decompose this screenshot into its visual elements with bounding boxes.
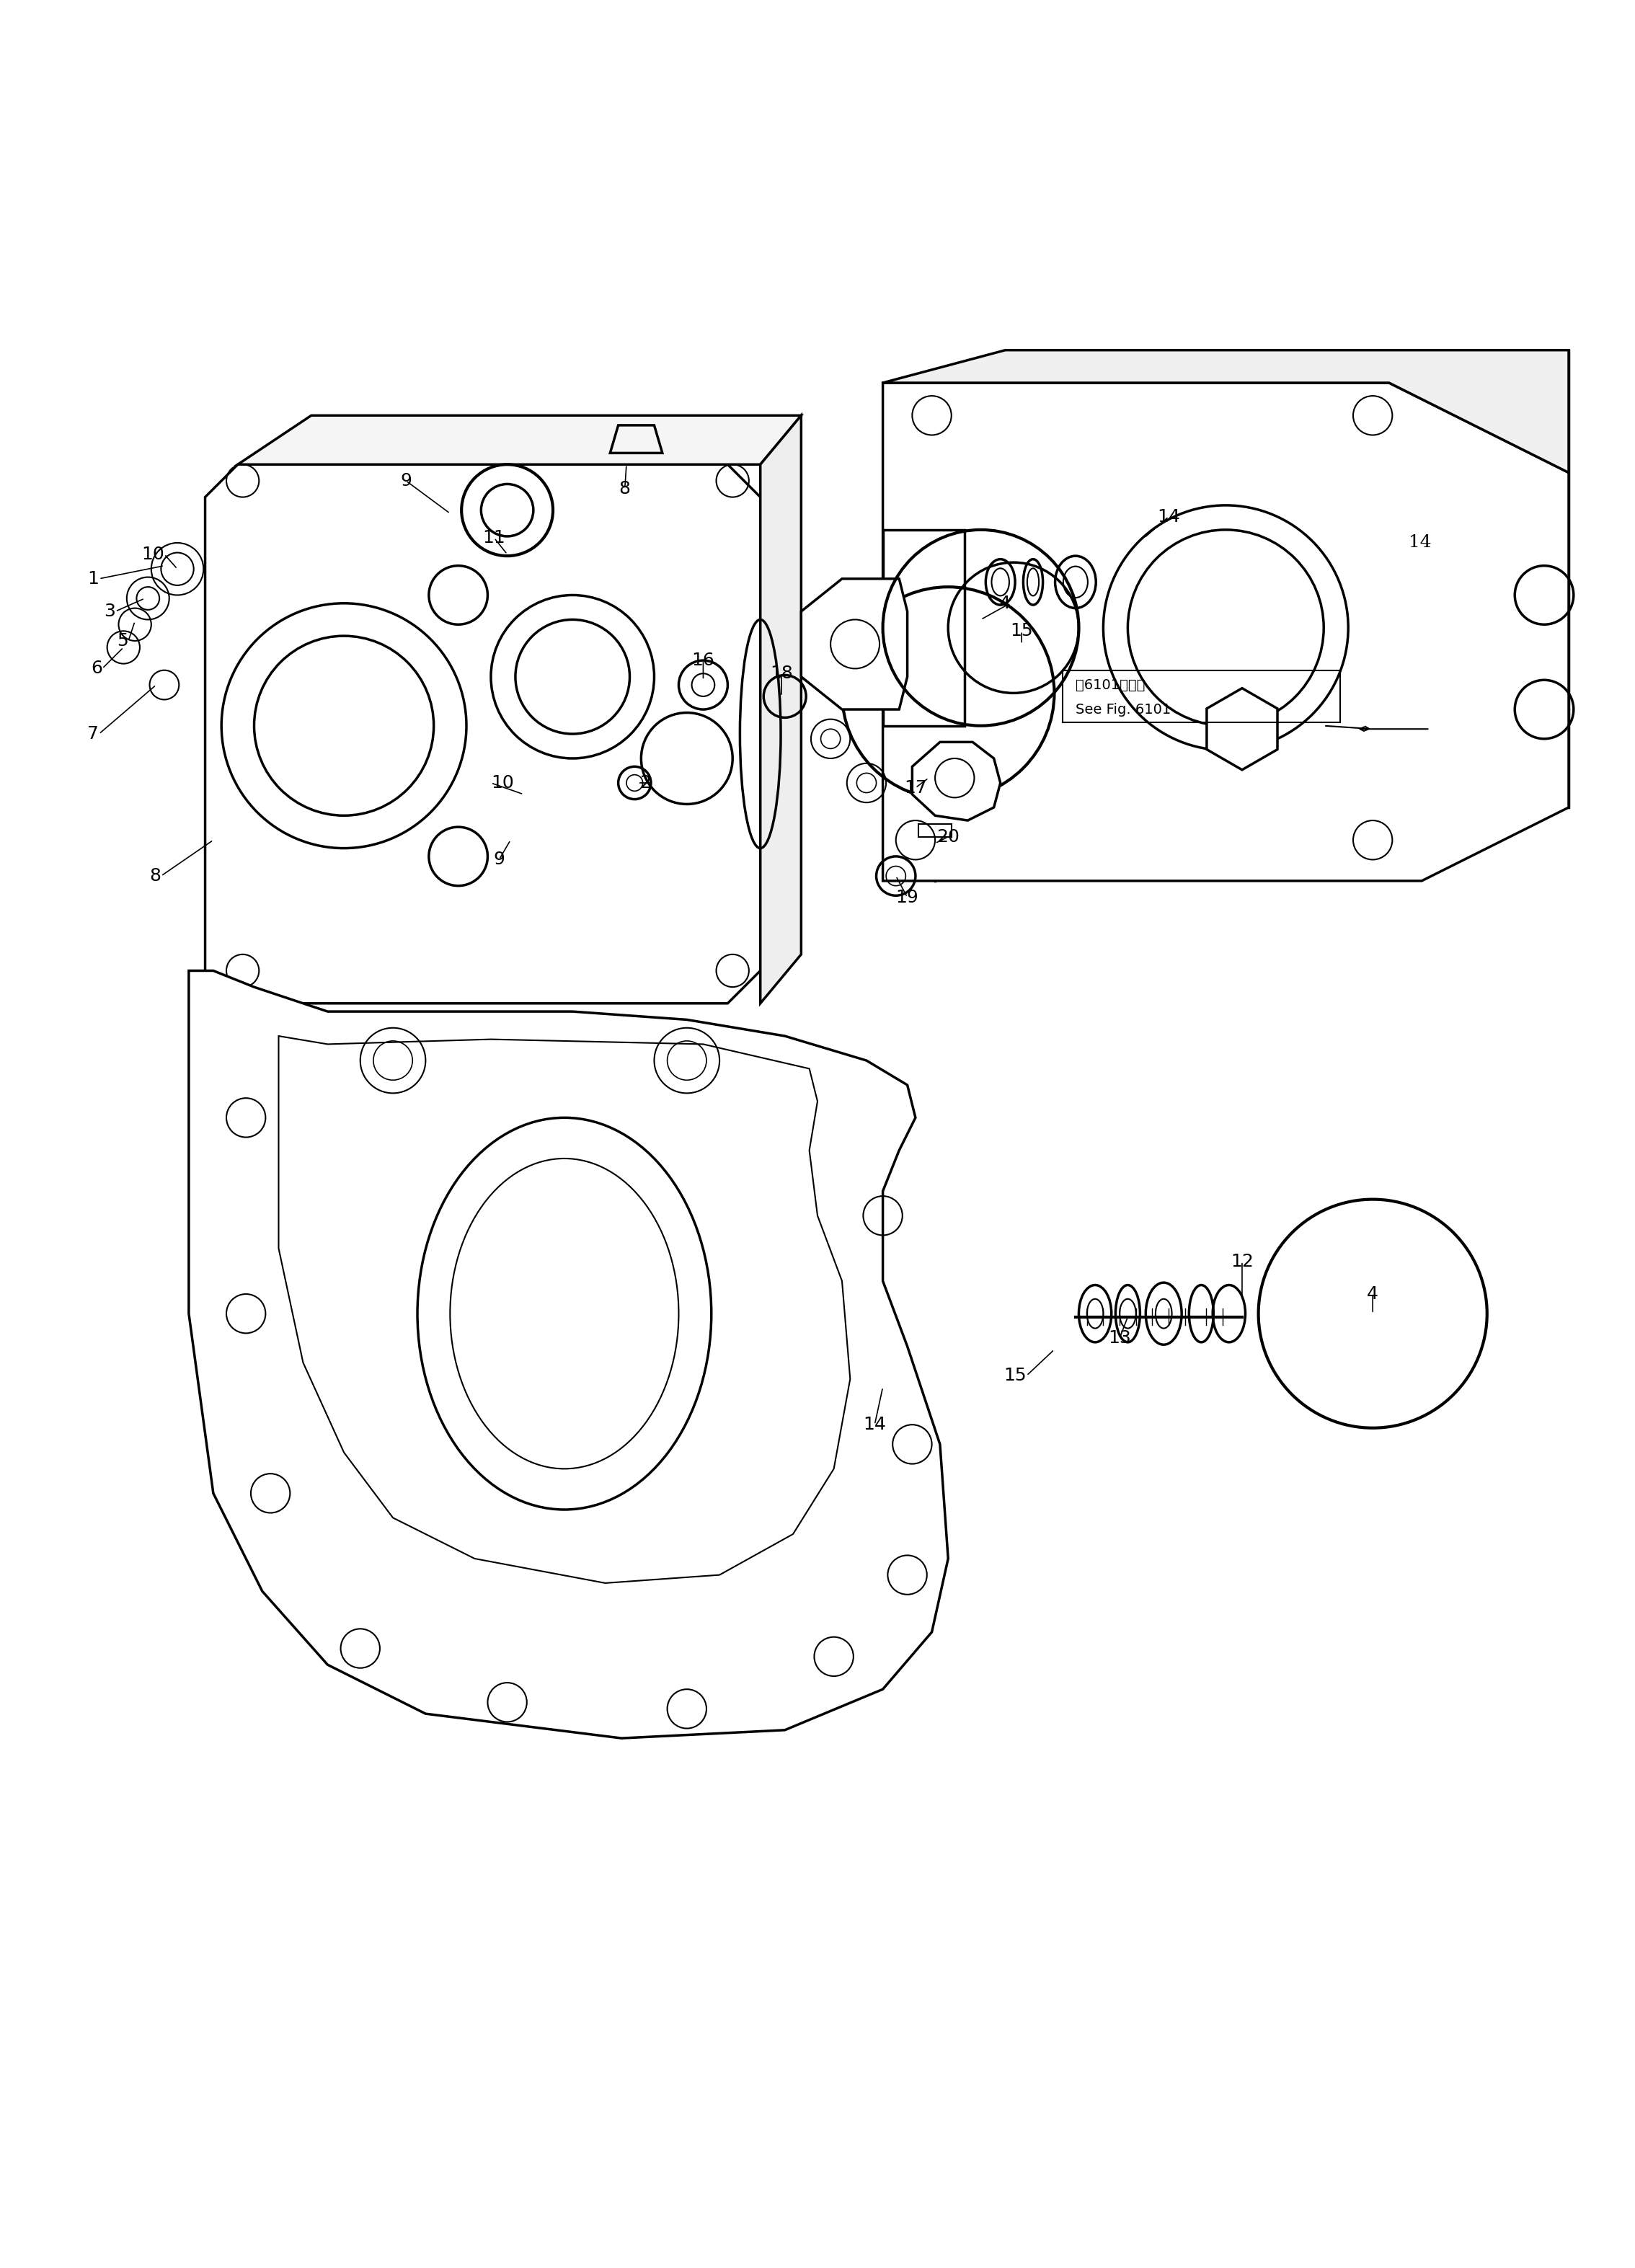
Polygon shape [188,971,948,1737]
Text: 10: 10 [490,773,513,792]
Polygon shape [760,415,801,1002]
Text: 17: 17 [904,780,927,796]
Text: 9: 9 [494,850,505,869]
Text: 14: 14 [863,1415,886,1433]
Polygon shape [237,415,801,465]
Text: 2: 2 [639,773,651,792]
Text: 15: 15 [1004,1368,1027,1383]
Text: 13: 13 [1109,1329,1131,1347]
Polygon shape [204,465,760,1002]
Text: See Fig. 6101: See Fig. 6101 [1076,703,1171,717]
Polygon shape [912,742,1001,821]
Text: 5: 5 [118,633,129,649]
Text: 16: 16 [692,651,714,669]
Text: 4: 4 [999,594,1010,612]
Text: 3: 3 [105,603,116,619]
Polygon shape [883,383,1568,880]
Text: 10: 10 [141,547,164,562]
Text: 11: 11 [482,528,505,547]
Text: 18: 18 [770,665,793,683]
Text: 7: 7 [88,726,100,742]
Text: 14: 14 [1158,508,1180,526]
Text: 15: 15 [1010,621,1033,640]
Text: 第6101図参照: 第6101図参照 [1076,678,1144,692]
Text: 6: 6 [90,660,103,678]
Polygon shape [1207,687,1277,769]
Text: 9: 9 [401,472,412,490]
Text: 8: 8 [149,866,160,885]
Text: 8: 8 [620,481,631,497]
Text: 19: 19 [896,889,919,905]
Text: 20: 20 [937,828,960,846]
Text: 14: 14 [1409,535,1432,551]
Polygon shape [883,349,1568,472]
Text: 4: 4 [1367,1286,1378,1302]
Bar [1063,671,1341,723]
Text: 12: 12 [1231,1252,1254,1270]
Polygon shape [801,578,907,710]
Text: 1: 1 [88,569,100,587]
